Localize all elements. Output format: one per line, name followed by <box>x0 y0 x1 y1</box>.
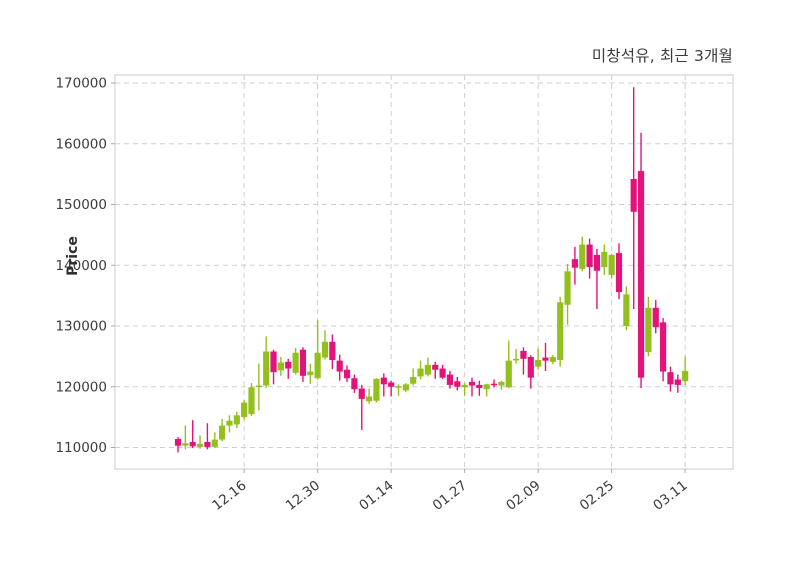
chart-title: 미창석유, 최근 3개월 <box>591 47 733 65</box>
candle-body-up <box>557 302 564 361</box>
y-tick-label: 160000 <box>55 136 107 152</box>
candle-body-down <box>439 368 446 378</box>
candle-body-down <box>270 351 277 373</box>
candle-body-down <box>652 307 659 328</box>
candle-body-down <box>432 364 439 370</box>
candle-body-down <box>343 369 351 379</box>
x-tick-label: 12.30 <box>283 478 323 514</box>
candle-body-up <box>417 368 424 377</box>
candle-body-down <box>527 356 534 378</box>
candle-body-down <box>637 171 645 378</box>
candle-body-up <box>498 381 505 386</box>
x-tick-label: 03.11 <box>650 478 690 514</box>
candle-body-up <box>226 420 233 426</box>
candle-body-up <box>505 360 512 388</box>
candle-body-up <box>219 425 226 440</box>
x-tick-label: 02.09 <box>503 478 543 514</box>
candle-body-down <box>204 442 211 447</box>
candle-body-down <box>329 341 336 361</box>
candle-body-up <box>314 352 321 379</box>
candle-body-up <box>483 384 490 390</box>
candle-body-up <box>682 370 689 382</box>
candle-body-up <box>373 378 380 401</box>
candle-body-up <box>241 402 248 418</box>
candle-body-down <box>285 361 292 369</box>
candle-body-down <box>388 382 395 387</box>
candle-body-up <box>623 294 630 326</box>
candle-body-down <box>476 384 483 388</box>
x-tick-label: 01.27 <box>430 478 470 514</box>
y-tick-label: 120000 <box>55 379 107 395</box>
candle-body-up <box>196 443 204 447</box>
candle-body-up <box>461 384 468 388</box>
candle-body-up <box>292 352 299 373</box>
candle-body-down <box>490 383 498 386</box>
candle-body-up <box>608 254 615 275</box>
candle-body-up <box>645 307 652 353</box>
candle-body-up <box>248 387 255 415</box>
y-tick-label: 110000 <box>55 440 107 456</box>
candle-body-down <box>667 372 674 385</box>
candle-body-down <box>571 259 578 268</box>
y-tick-label: 140000 <box>55 258 107 274</box>
candle-body-down <box>358 388 365 399</box>
candle-body-up <box>579 244 586 269</box>
candle-body-up <box>211 439 218 447</box>
candle-body-down <box>446 374 454 385</box>
candle-body-down <box>520 350 527 359</box>
y-tick-label: 130000 <box>55 319 107 335</box>
candle-body-down <box>336 360 343 372</box>
candle-body-down <box>454 381 461 387</box>
candle-body-up <box>564 271 571 305</box>
x-tick-label: 02.25 <box>577 478 617 514</box>
candle-body-down <box>380 377 387 385</box>
candle-body-up <box>601 251 608 268</box>
candle-body-down <box>586 244 593 268</box>
candle-body-up <box>549 356 556 362</box>
y-tick-label: 170000 <box>55 76 107 92</box>
candle-body-down <box>593 254 601 271</box>
candle-body-up <box>424 364 431 375</box>
y-tick-label: 150000 <box>55 197 107 213</box>
candle-body-down <box>674 379 681 385</box>
x-tick-label: 01.14 <box>356 478 396 514</box>
candle-body-down <box>189 442 196 447</box>
candle-body-down <box>468 381 476 386</box>
candle-body-up <box>366 396 373 402</box>
candle-body-down <box>630 178 637 212</box>
x-tick-label: 12.16 <box>209 478 249 514</box>
candle-body-up <box>307 371 314 376</box>
candle-body-up <box>535 360 542 367</box>
candle-body-up <box>263 351 270 386</box>
candle-body-up <box>402 384 409 391</box>
candle-body-down <box>542 357 549 361</box>
candle-body-up <box>395 386 402 388</box>
plot-border <box>114 74 734 470</box>
candle-body-down <box>174 438 182 446</box>
candle-body-up <box>321 341 329 358</box>
candle-body-up <box>255 385 262 388</box>
candle-body-down <box>351 378 358 390</box>
candle-body-down <box>299 349 307 376</box>
candle-body-up <box>513 358 520 361</box>
candle-body-up <box>410 377 417 384</box>
candle-body-up <box>277 362 284 371</box>
candle-body-down <box>615 253 623 292</box>
y-axis-title: Price <box>64 236 81 276</box>
candle-body-up <box>233 415 240 425</box>
candle-body-up <box>182 443 189 446</box>
candle-body-down <box>660 322 667 372</box>
